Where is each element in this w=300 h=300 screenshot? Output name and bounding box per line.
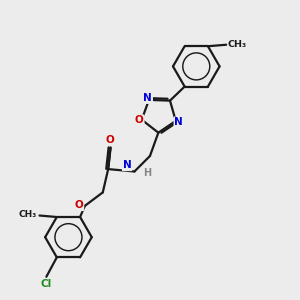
Text: O: O [75, 200, 83, 210]
Text: N: N [143, 93, 152, 103]
Text: Cl: Cl [41, 279, 52, 289]
Text: O: O [135, 115, 144, 125]
Text: H: H [143, 168, 151, 178]
Text: N: N [123, 160, 131, 170]
Text: N: N [174, 117, 183, 128]
Text: O: O [106, 135, 114, 145]
Text: CH₃: CH₃ [19, 210, 37, 219]
Text: CH₃: CH₃ [228, 40, 247, 49]
